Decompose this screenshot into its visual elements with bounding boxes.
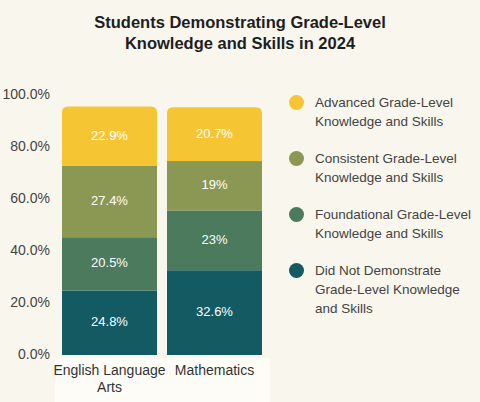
legend-swatch bbox=[289, 207, 304, 222]
data-label: 22.9% bbox=[91, 128, 128, 143]
bar-segment bbox=[167, 210, 262, 270]
bar-segment bbox=[62, 237, 157, 290]
legend-entry: Foundational Grade-Level Knowledge and S… bbox=[289, 205, 473, 243]
y-tick-label: 100.0% bbox=[3, 86, 50, 102]
bar-segment bbox=[167, 270, 262, 355]
y-tick-label: 0.0% bbox=[18, 346, 50, 362]
x-tick-label: English Language Arts bbox=[52, 362, 168, 396]
legend-swatch bbox=[289, 95, 304, 110]
legend-label: Consistent Grade-Level Knowledge and Ski… bbox=[315, 149, 473, 187]
bar-segment bbox=[62, 106, 157, 166]
y-tick-label: 40.0% bbox=[10, 242, 50, 258]
chart-title: Students Demonstrating Grade-Level Knowl… bbox=[75, 12, 405, 54]
x-tick-label: Mathematics bbox=[157, 362, 273, 379]
legend-label: Foundational Grade-Level Knowledge and S… bbox=[315, 205, 473, 243]
chart-svg: 0.0% 20.0% 40.0% 60.0% 80.0% 100.0% 24.8% 20.5%… bbox=[0, 0, 480, 402]
legend-entry: Did Not Demonstrate Grade-Level Knowledg… bbox=[289, 261, 473, 318]
data-labels: 24.8% 20.5% 27.4% 22.9% 32.6% 23% 19% 20.7% bbox=[91, 126, 233, 330]
bar-segment bbox=[62, 166, 157, 237]
data-label: 27.4% bbox=[91, 193, 128, 208]
bar-segment bbox=[167, 107, 262, 161]
data-label: 24.8% bbox=[91, 314, 128, 329]
legend-label: Did Not Demonstrate Grade-Level Knowledg… bbox=[315, 261, 473, 318]
data-label: 19% bbox=[201, 177, 227, 192]
bars bbox=[62, 106, 262, 355]
legend-swatch bbox=[289, 151, 304, 166]
bar-segment bbox=[167, 161, 262, 210]
data-label: 20.7% bbox=[196, 126, 233, 141]
y-tick-label: 20.0% bbox=[10, 294, 50, 310]
data-label: 20.5% bbox=[91, 255, 128, 270]
data-label: 32.6% bbox=[196, 304, 233, 319]
legend-swatch bbox=[289, 263, 304, 278]
y-tick-label: 60.0% bbox=[10, 190, 50, 206]
legend-label: Advanced Grade-Level Knowledge and Skill… bbox=[315, 93, 473, 131]
legend-entry: Advanced Grade-Level Knowledge and Skill… bbox=[289, 93, 473, 131]
y-tick-label: 80.0% bbox=[10, 138, 50, 154]
data-label: 23% bbox=[201, 232, 227, 247]
chart-stage: 0.0% 20.0% 40.0% 60.0% 80.0% 100.0% 24.8% 20.5%… bbox=[0, 0, 480, 402]
bar-segment bbox=[62, 291, 157, 355]
legend-entry: Consistent Grade-Level Knowledge and Ski… bbox=[289, 149, 473, 187]
